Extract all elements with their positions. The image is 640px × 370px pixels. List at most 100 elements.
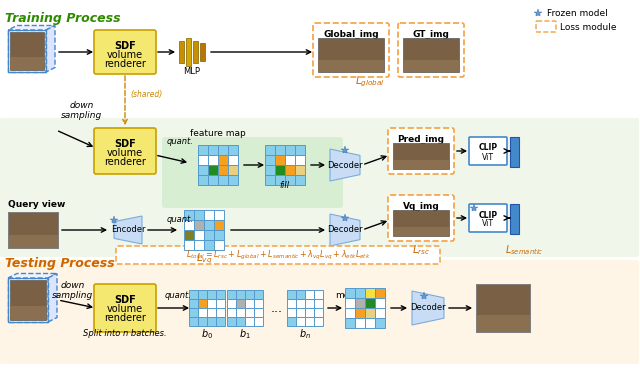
Text: $L_{semantic}$: $L_{semantic}$	[505, 243, 543, 257]
Text: sampling: sampling	[52, 290, 93, 299]
Bar	[296, 290, 305, 299]
Bar	[207, 290, 216, 299]
Bar	[216, 299, 225, 308]
Bar	[10, 32, 44, 70]
FancyBboxPatch shape	[116, 246, 440, 264]
FancyBboxPatch shape	[536, 21, 556, 32]
Bar	[275, 145, 285, 155]
Bar	[265, 155, 275, 165]
Bar	[8, 30, 46, 72]
Bar	[214, 210, 224, 220]
Bar	[375, 288, 385, 298]
Bar	[275, 165, 285, 175]
Bar	[236, 299, 245, 308]
Bar	[245, 290, 254, 299]
Bar	[214, 230, 224, 240]
FancyBboxPatch shape	[94, 128, 156, 174]
FancyBboxPatch shape	[388, 128, 454, 174]
Bar	[305, 317, 314, 326]
Bar	[245, 299, 254, 308]
Bar	[345, 298, 355, 308]
FancyBboxPatch shape	[313, 23, 389, 77]
Text: ViT: ViT	[482, 219, 494, 229]
Text: ...: ...	[271, 302, 283, 314]
Text: CLIP: CLIP	[479, 211, 497, 219]
Text: SDF: SDF	[114, 139, 136, 149]
Bar	[198, 290, 207, 299]
Bar	[8, 212, 58, 248]
Bar	[8, 278, 48, 322]
Text: fill: fill	[280, 181, 290, 189]
Bar	[10, 306, 46, 320]
Bar	[318, 60, 384, 72]
Text: $b_1$: $b_1$	[239, 327, 251, 341]
Bar	[275, 175, 285, 185]
Bar	[189, 290, 198, 299]
Bar	[287, 317, 296, 326]
Bar	[355, 298, 365, 308]
Text: renderer: renderer	[104, 157, 146, 167]
Bar	[8, 212, 58, 248]
Bar	[228, 175, 238, 185]
Bar	[198, 175, 208, 185]
Bar	[393, 160, 449, 169]
Text: MLP: MLP	[184, 67, 200, 76]
Bar	[305, 299, 314, 308]
Bar	[314, 317, 323, 326]
Bar	[510, 137, 519, 167]
Text: renderer: renderer	[104, 313, 146, 323]
Polygon shape	[8, 273, 57, 278]
Bar	[345, 308, 355, 318]
Text: down: down	[61, 280, 85, 289]
Bar	[287, 290, 296, 299]
Bar	[186, 38, 191, 66]
Bar	[184, 220, 194, 230]
Bar	[365, 318, 375, 328]
FancyBboxPatch shape	[0, 260, 639, 364]
Polygon shape	[412, 291, 444, 325]
Bar	[227, 317, 236, 326]
Text: $b_n$: $b_n$	[299, 327, 311, 341]
Text: quant.: quant.	[164, 290, 191, 299]
Bar	[355, 318, 365, 328]
Text: feature map: feature map	[190, 128, 246, 138]
Bar	[305, 290, 314, 299]
Bar	[194, 240, 204, 250]
Text: (shared): (shared)	[130, 91, 163, 100]
Bar	[236, 290, 245, 299]
FancyBboxPatch shape	[398, 23, 464, 77]
Text: $b_0$: $b_0$	[201, 327, 213, 341]
FancyBboxPatch shape	[0, 118, 639, 257]
Text: Encoder: Encoder	[111, 225, 145, 235]
FancyBboxPatch shape	[94, 284, 156, 332]
Bar	[208, 155, 218, 165]
Bar	[204, 230, 214, 240]
Bar	[318, 38, 384, 72]
Bar	[200, 43, 205, 61]
Text: Global_img: Global_img	[323, 30, 379, 39]
FancyBboxPatch shape	[94, 30, 156, 74]
Bar	[216, 308, 225, 317]
Text: Split into n batches.: Split into n batches.	[83, 330, 167, 339]
Bar	[214, 220, 224, 230]
Bar	[10, 280, 46, 320]
Text: renderer: renderer	[104, 59, 146, 69]
Bar	[254, 317, 263, 326]
Bar	[227, 308, 236, 317]
Polygon shape	[46, 26, 55, 72]
Text: ViT: ViT	[482, 152, 494, 161]
Text: volume: volume	[107, 148, 143, 158]
Bar	[403, 38, 459, 72]
Bar	[314, 299, 323, 308]
Bar	[228, 145, 238, 155]
Bar	[10, 57, 44, 70]
FancyBboxPatch shape	[388, 195, 454, 241]
FancyBboxPatch shape	[469, 204, 507, 232]
Bar	[265, 145, 275, 155]
Text: quant.: quant.	[166, 215, 193, 225]
Text: $L_{vq}$: $L_{vq}$	[196, 252, 212, 266]
Text: Training Process: Training Process	[5, 12, 120, 25]
Bar	[287, 308, 296, 317]
Bar	[218, 145, 228, 155]
Bar	[285, 165, 295, 175]
